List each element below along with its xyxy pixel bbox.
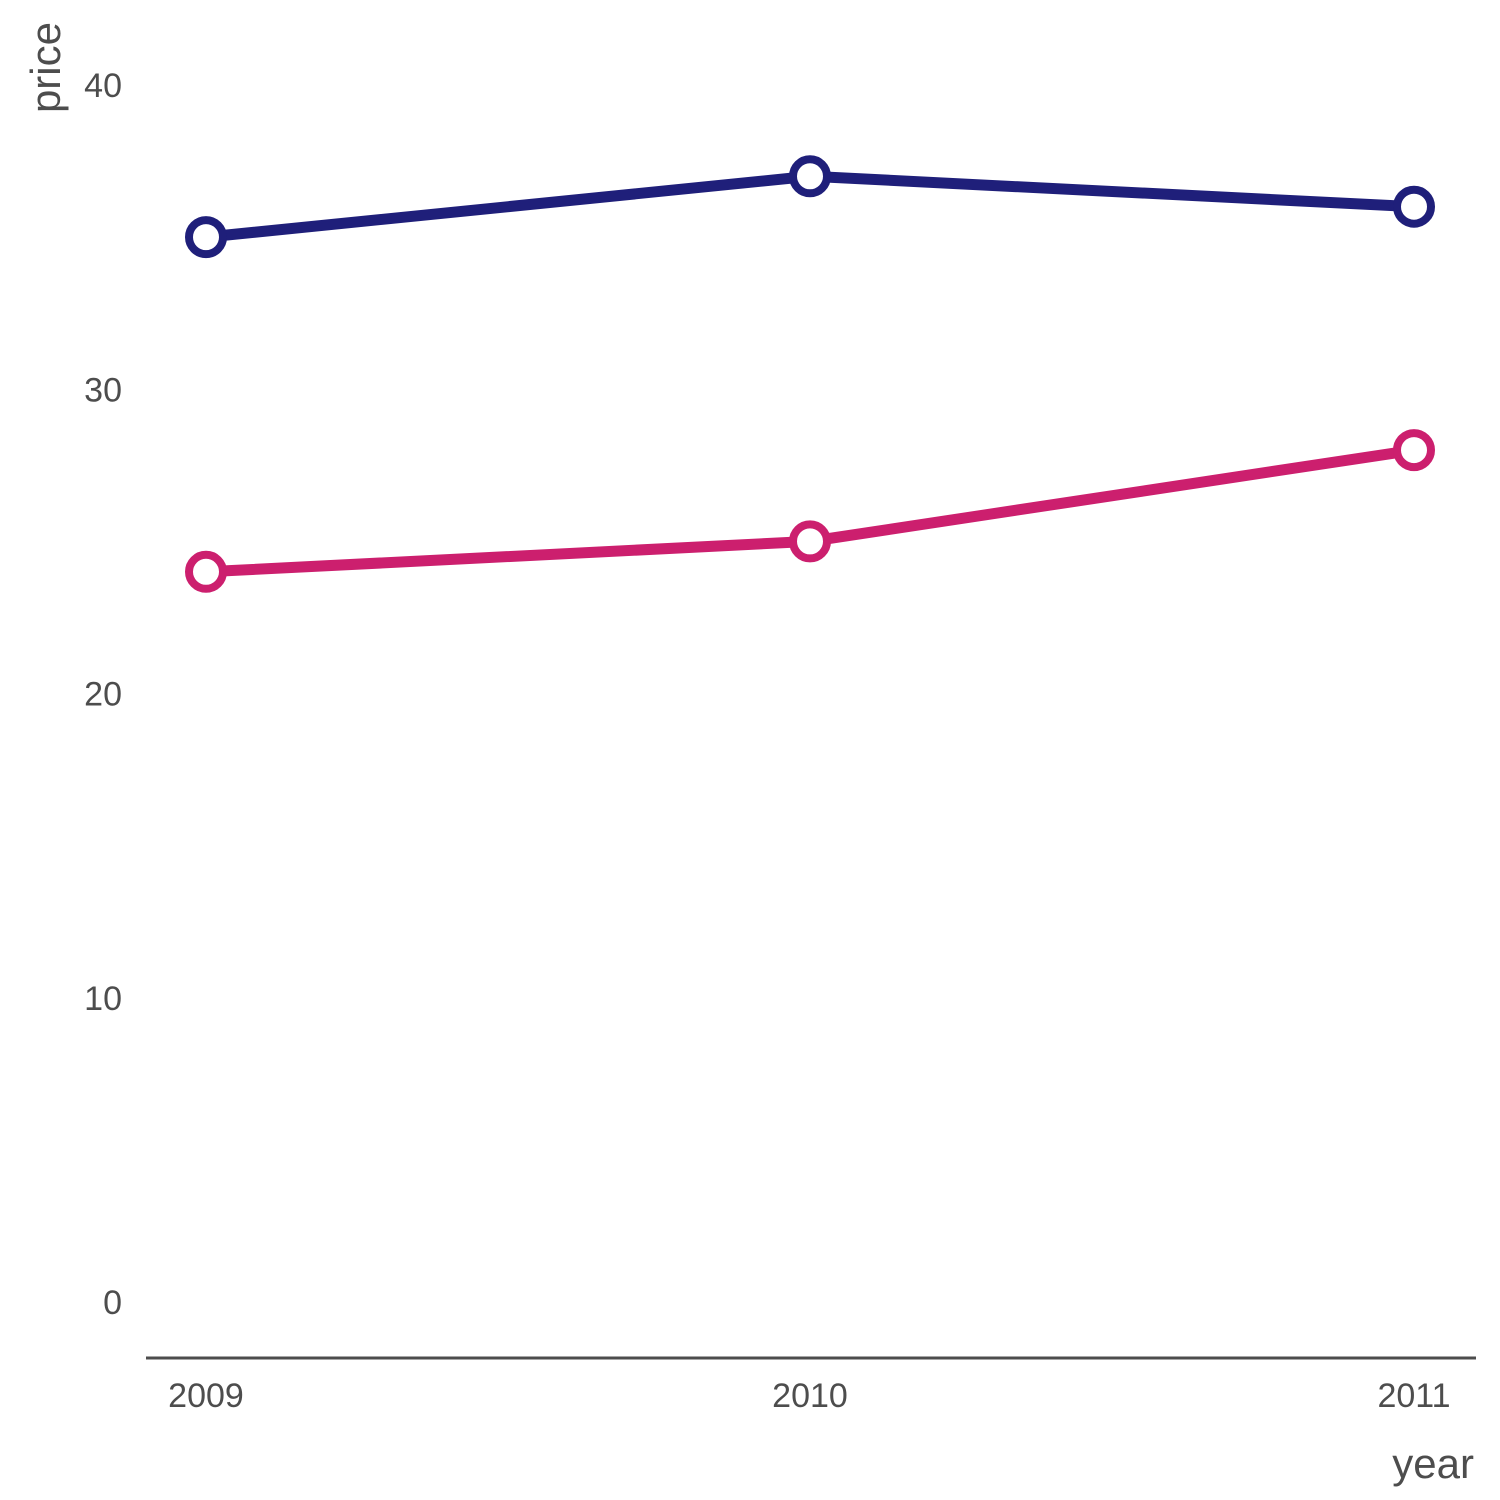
y-axis-title: price [22, 22, 69, 113]
data-point [185, 216, 227, 259]
x-axis-title: year [1392, 1440, 1474, 1487]
x-tick-label: 2010 [772, 1377, 848, 1415]
data-point [185, 550, 227, 593]
x-axis-ticks: 2009 2010 2011 [168, 1377, 1450, 1415]
y-tick-label: 20 [84, 676, 122, 714]
x-tick-label: 2011 [1377, 1377, 1450, 1415]
x-tick-label: 2009 [168, 1377, 244, 1415]
y-tick-label: 40 [84, 67, 122, 105]
data-point [789, 520, 831, 563]
y-tick-label: 0 [103, 1284, 122, 1322]
y-tick-label: 10 [84, 980, 122, 1018]
data-point [1393, 429, 1435, 472]
y-axis-ticks: 0 10 20 30 40 [84, 67, 122, 1322]
series-layer [185, 155, 1435, 593]
data-point [789, 155, 831, 198]
y-tick-label: 30 [84, 371, 122, 409]
data-point [1393, 185, 1435, 228]
